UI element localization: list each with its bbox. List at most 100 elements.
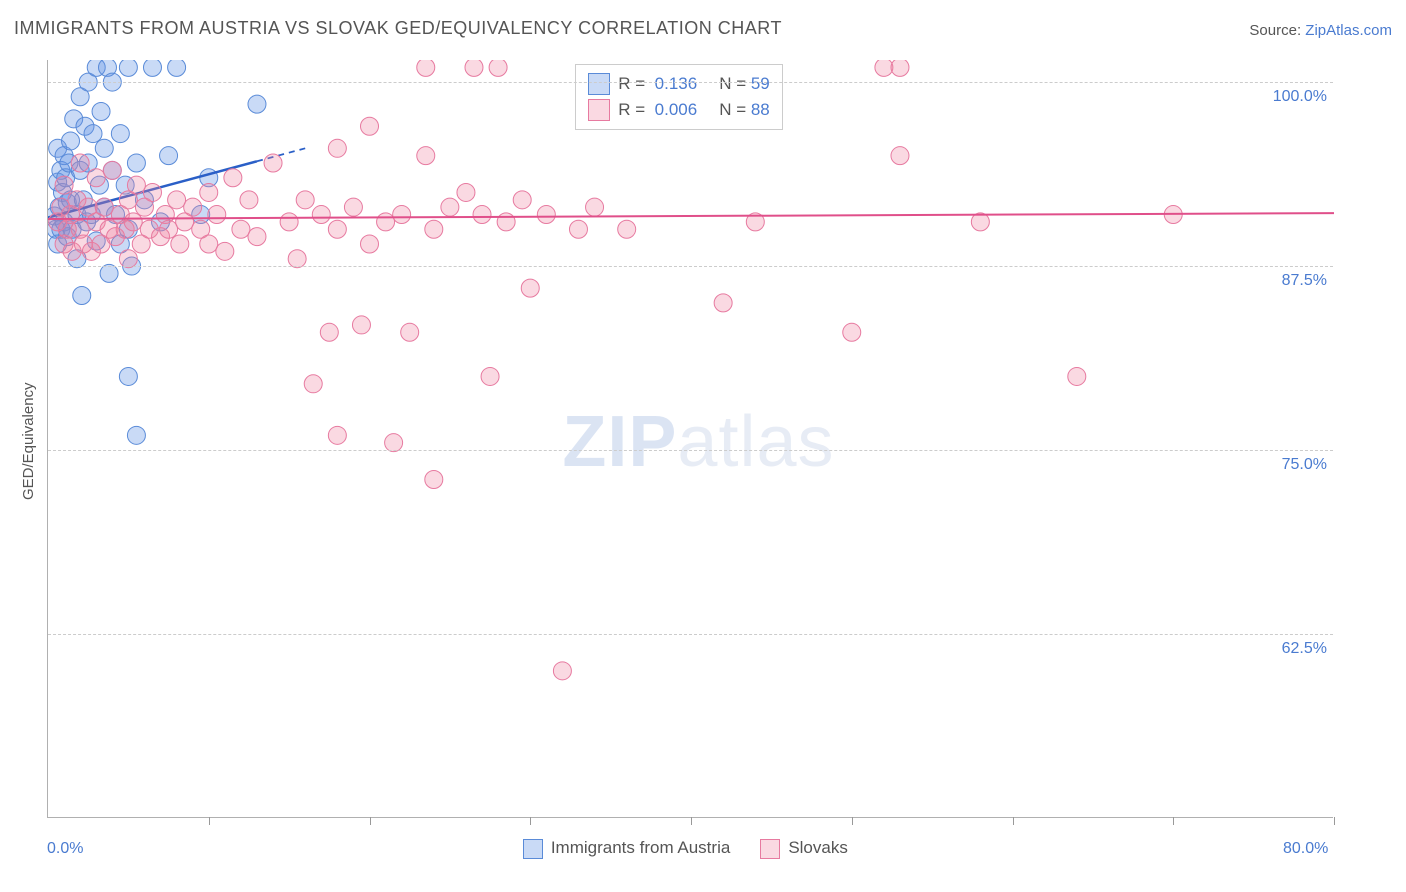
scatter-point [521, 279, 539, 297]
scatter-point [328, 220, 346, 238]
scatter-point [168, 191, 186, 209]
scatter-point [200, 183, 218, 201]
scatter-point [87, 169, 105, 187]
source-value: ZipAtlas.com [1305, 22, 1392, 39]
scatter-point [328, 426, 346, 444]
source-attribution: Source: ZipAtlas.com [1249, 22, 1392, 39]
scatter-point [296, 191, 314, 209]
scatter-point [489, 60, 507, 76]
legend-correlation-box: R = 0.136N = 59R = 0.006N = 88 [575, 64, 783, 130]
scatter-point [843, 323, 861, 341]
scatter-point [127, 154, 145, 172]
scatter-point [200, 235, 218, 253]
x-tick [691, 817, 692, 825]
scatter-point [95, 198, 113, 216]
x-tick [1013, 817, 1014, 825]
scatter-point [537, 206, 555, 224]
scatter-point [425, 470, 443, 488]
y-tick-label: 87.5% [1282, 272, 1327, 290]
scatter-point [92, 103, 110, 121]
scatter-point [111, 125, 129, 143]
regression-line [48, 213, 1334, 219]
legend-correlation-row: R = 0.136N = 59 [588, 71, 770, 97]
y-axis-label: GED/Equivalency [20, 382, 37, 500]
scatter-point [160, 220, 178, 238]
scatter-point [119, 250, 137, 268]
legend-r-text: R = 0.006 [618, 100, 697, 120]
scatter-point [127, 176, 145, 194]
plot-svg [48, 60, 1334, 818]
scatter-point [417, 60, 435, 76]
x-axis-min-label: 0.0% [47, 840, 83, 858]
gridline-horizontal [48, 634, 1333, 635]
scatter-point [73, 286, 91, 304]
source-label: Source: [1249, 22, 1305, 39]
scatter-point [377, 213, 395, 231]
chart-container: IMMIGRANTS FROM AUSTRIA VS SLOVAK GED/EQ… [0, 0, 1406, 892]
legend-swatch [588, 99, 610, 121]
scatter-point [481, 367, 499, 385]
scatter-point [569, 220, 587, 238]
gridline-horizontal [48, 450, 1333, 451]
legend-swatch [588, 73, 610, 95]
scatter-point [714, 294, 732, 312]
scatter-point [71, 154, 89, 172]
scatter-point [100, 264, 118, 282]
scatter-point [184, 198, 202, 216]
scatter-point [160, 147, 178, 165]
scatter-point [55, 176, 73, 194]
plot-area: ZIPatlas R = 0.136N = 59R = 0.006N = 88 … [47, 60, 1333, 818]
scatter-point [891, 60, 909, 76]
scatter-point [62, 132, 80, 150]
legend-correlation-row: R = 0.006N = 88 [588, 97, 770, 123]
scatter-point [344, 198, 362, 216]
x-tick [1173, 817, 1174, 825]
scatter-point [425, 220, 443, 238]
scatter-point [143, 183, 161, 201]
scatter-point [143, 60, 161, 76]
scatter-point [103, 161, 121, 179]
scatter-point [216, 242, 234, 260]
scatter-point [352, 316, 370, 334]
scatter-point [393, 206, 411, 224]
scatter-point [124, 213, 142, 231]
x-tick [209, 817, 210, 825]
scatter-point [224, 169, 242, 187]
scatter-point [240, 191, 258, 209]
x-tick [530, 817, 531, 825]
scatter-point [401, 323, 419, 341]
x-tick [852, 817, 853, 825]
scatter-point [875, 60, 893, 76]
scatter-point [95, 139, 113, 157]
scatter-point [465, 60, 483, 76]
scatter-point [168, 60, 186, 76]
scatter-point [1068, 367, 1086, 385]
x-axis-max-label: 80.0% [1283, 840, 1328, 858]
scatter-point [473, 206, 491, 224]
y-tick-label: 100.0% [1273, 88, 1327, 106]
legend-bottom-item: Slovaks [760, 838, 848, 859]
scatter-point [232, 220, 250, 238]
scatter-point [513, 191, 531, 209]
scatter-point [457, 183, 475, 201]
legend-series-name: Immigrants from Austria [551, 838, 731, 857]
x-tick [1334, 817, 1335, 825]
x-tick [370, 817, 371, 825]
scatter-point [553, 662, 571, 680]
scatter-point [417, 147, 435, 165]
legend-r-text: R = 0.136 [618, 74, 697, 94]
scatter-point [248, 95, 266, 113]
scatter-point [320, 323, 338, 341]
scatter-point [280, 213, 298, 231]
scatter-point [304, 375, 322, 393]
legend-bottom: Immigrants from Austria Slovaks [523, 838, 848, 859]
scatter-point [361, 117, 379, 135]
scatter-point [248, 228, 266, 246]
scatter-point [119, 60, 137, 76]
scatter-point [288, 250, 306, 268]
scatter-point [328, 139, 346, 157]
legend-series-name: Slovaks [788, 838, 848, 857]
y-tick-label: 62.5% [1282, 640, 1327, 658]
legend-swatch [523, 839, 543, 859]
chart-title: IMMIGRANTS FROM AUSTRIA VS SLOVAK GED/EQ… [14, 18, 782, 39]
